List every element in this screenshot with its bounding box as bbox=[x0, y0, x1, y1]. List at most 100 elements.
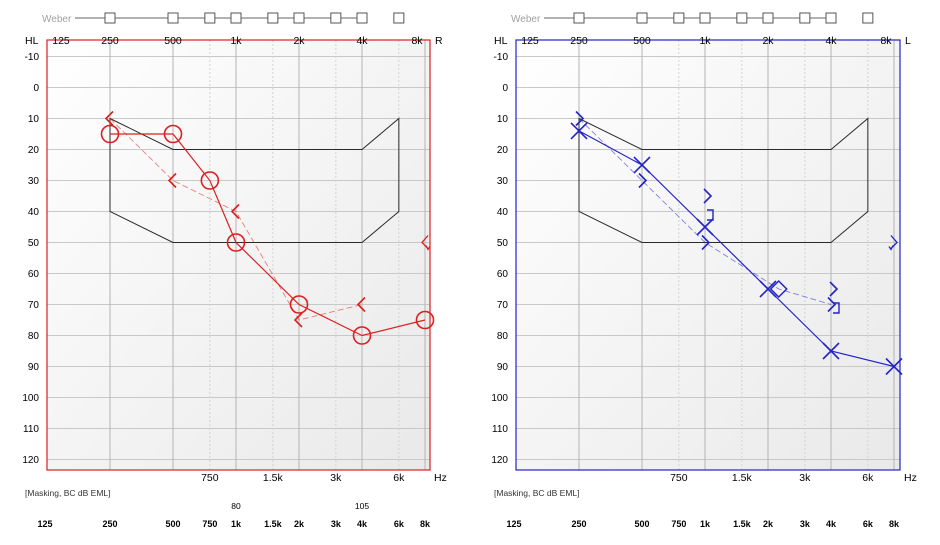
data-point-diamond bbox=[769, 279, 788, 299]
top-tick-label: 4k bbox=[356, 35, 368, 47]
y-tick-label: 110 bbox=[23, 424, 39, 435]
masking-scale-label: 750 bbox=[202, 519, 217, 529]
masking-scale-label: 3k bbox=[800, 519, 811, 529]
top-tick-label: 2k bbox=[293, 35, 305, 47]
weber-checkbox bbox=[673, 12, 685, 24]
data-point-bracket bbox=[104, 110, 114, 127]
data-point-circle bbox=[415, 310, 435, 330]
weber-checkbox bbox=[230, 12, 242, 24]
plot-frame bbox=[515, 39, 901, 471]
y-tick-label: 20 bbox=[28, 145, 40, 156]
y-tick-label: 120 bbox=[22, 455, 39, 466]
weber-checkbox bbox=[167, 12, 179, 24]
masking-scale-label: 1.5k bbox=[733, 519, 752, 529]
y-tick-label: 70 bbox=[28, 300, 40, 311]
data-point-bracket bbox=[356, 296, 366, 313]
y-tick-label: 60 bbox=[28, 269, 40, 280]
weber-checkbox bbox=[330, 12, 342, 24]
x-unit-label: Hz bbox=[434, 472, 447, 484]
y-tick-label: 100 bbox=[491, 393, 508, 404]
y-tick-label: 120 bbox=[491, 455, 508, 466]
weber-checkbox bbox=[204, 12, 216, 24]
weber-checkbox bbox=[267, 12, 279, 24]
bottom-tick-label: 6k bbox=[862, 472, 874, 484]
y-tick-label: 10 bbox=[28, 114, 40, 125]
ear-label: L bbox=[905, 35, 911, 47]
top-tick-label: 250 bbox=[101, 35, 119, 47]
speech-banana bbox=[109, 117, 400, 243]
bottom-tick-label: 3k bbox=[330, 472, 342, 484]
top-tick-label: 500 bbox=[164, 35, 182, 47]
top-tick-label: 4k bbox=[825, 35, 837, 47]
weber-checkbox bbox=[573, 12, 585, 24]
data-point-cross bbox=[885, 357, 903, 376]
y-tick-label: 10 bbox=[497, 114, 509, 125]
top-tick-label: 1k bbox=[699, 35, 711, 47]
y-tick-label: -10 bbox=[25, 52, 40, 63]
y-tick-label: 50 bbox=[497, 238, 509, 249]
series-line-bracket bbox=[109, 118, 363, 321]
y-tick-label: -10 bbox=[494, 52, 509, 63]
masking-value: 105 bbox=[355, 501, 369, 511]
y-tick-label: 90 bbox=[497, 362, 509, 373]
weber-checkbox bbox=[825, 12, 837, 24]
masking-scale-label: 250 bbox=[102, 519, 117, 529]
data-point-no-response bbox=[888, 235, 898, 251]
bottom-tick-label: 750 bbox=[201, 472, 219, 484]
plot-frame bbox=[46, 39, 431, 471]
speech-banana bbox=[578, 117, 869, 243]
series-line-bracket bbox=[578, 118, 832, 305]
bottom-tick-label: 3k bbox=[799, 472, 811, 484]
masking-scale-label: 6k bbox=[394, 519, 405, 529]
data-point-cross bbox=[696, 218, 714, 236]
y-tick-label: 40 bbox=[28, 207, 40, 218]
y-tick-label: 100 bbox=[22, 393, 39, 404]
weber-checkbox bbox=[736, 12, 748, 24]
series-line-circle bbox=[110, 133, 426, 337]
bottom-tick-label: 6k bbox=[393, 472, 405, 484]
data-point-bracket bbox=[827, 296, 837, 313]
masking-scale-label: 1.5k bbox=[264, 519, 283, 529]
y-tick-label: 80 bbox=[497, 331, 509, 342]
y-tick-label: 60 bbox=[497, 269, 509, 280]
y-tick-label: 40 bbox=[497, 207, 509, 218]
data-point-bracket bbox=[230, 203, 240, 220]
masking-scale-label: 8k bbox=[420, 519, 431, 529]
y-tick-label: 90 bbox=[28, 362, 40, 373]
weber-label: Weber bbox=[511, 14, 541, 25]
y-tick-label: 110 bbox=[492, 424, 508, 435]
data-point-bracket bbox=[167, 172, 177, 189]
data-point-cross bbox=[633, 156, 651, 174]
masking-scale-label: 4k bbox=[826, 519, 837, 529]
masking-scale-label: 4k bbox=[357, 519, 368, 529]
data-point-bracket bbox=[701, 234, 711, 251]
top-tick-label: 250 bbox=[570, 35, 588, 47]
weber-checkbox bbox=[799, 12, 811, 24]
weber-checkbox bbox=[356, 12, 368, 24]
series-line-cross bbox=[578, 130, 895, 368]
top-tick-label: 1k bbox=[230, 35, 242, 47]
y-tick-label: 0 bbox=[502, 83, 508, 94]
x-unit-label: Hz bbox=[904, 472, 917, 484]
masking-scale-label: 125 bbox=[37, 519, 52, 529]
data-point-circle bbox=[200, 171, 220, 190]
masking-scale-label: 8k bbox=[889, 519, 900, 529]
weber-checkbox bbox=[762, 12, 774, 24]
y-tick-label: 0 bbox=[33, 83, 39, 94]
masking-scale-label: 6k bbox=[863, 519, 874, 529]
data-point-circle bbox=[352, 326, 372, 345]
masking-scale-label: 2k bbox=[763, 519, 774, 529]
y-tick-label: 50 bbox=[28, 238, 40, 249]
y-tick-label: 20 bbox=[497, 145, 509, 156]
top-tick-label: 8k bbox=[880, 35, 892, 47]
ear-label: R bbox=[435, 35, 443, 47]
weber-label: Weber bbox=[42, 14, 72, 25]
weber-checkbox bbox=[393, 12, 405, 24]
bottom-tick-label: 1.5k bbox=[732, 472, 753, 484]
data-point-cross bbox=[759, 280, 777, 298]
masking-scale-label: 2k bbox=[294, 519, 305, 529]
